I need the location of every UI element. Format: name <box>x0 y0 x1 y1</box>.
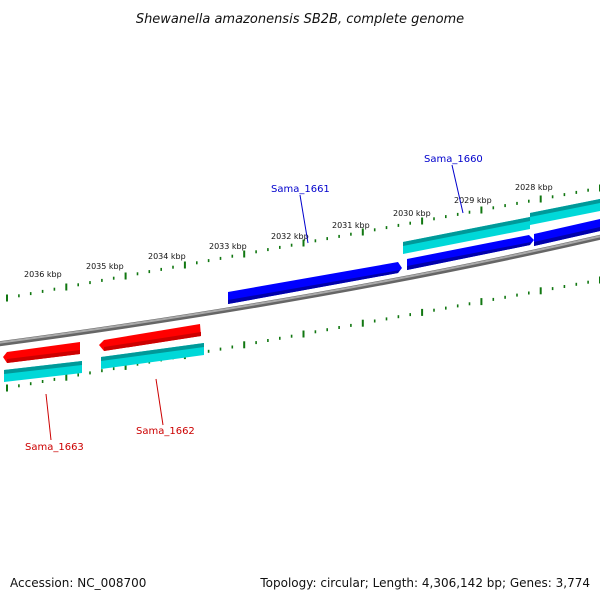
genome-backbone <box>0 234 600 347</box>
inner-scale-ticks <box>6 276 600 392</box>
gene-sama-1663-shade <box>7 350 80 363</box>
gene-sama-1661-shade <box>228 270 400 304</box>
scale-label-2035: 2035 kbp <box>86 262 124 271</box>
gene-sama-1660-shade <box>407 242 531 270</box>
lower-cds-features <box>4 343 204 382</box>
genome-summary-text: Topology: circular; Length: 4,306,142 bp… <box>259 576 590 590</box>
gene-next-forward-shade <box>534 227 600 246</box>
gene-labels: Sama_1660 Sama_1661 Sama_1662 Sama_1663 <box>25 154 483 453</box>
gene-next-forward[interactable] <box>534 219 600 246</box>
scale-label-2032: 2032 kbp <box>271 232 309 241</box>
backbone-highlight <box>0 235 600 344</box>
cds-feature-next-shade <box>530 199 600 217</box>
scale-label-2030: 2030 kbp <box>393 209 431 218</box>
scale-label-2034: 2034 kbp <box>148 252 186 261</box>
gene-label-sama-1663[interactable]: Sama_1663 <box>25 442 84 453</box>
reverse-genes <box>3 324 201 363</box>
gene-sama-1663[interactable] <box>3 342 80 363</box>
cds-feature-1660-shade <box>403 217 530 246</box>
gene-sama-1661[interactable] <box>228 262 402 304</box>
scale-label-2028: 2028 kbp <box>515 183 553 192</box>
label-leaders <box>45 164 464 441</box>
leader-sama-1660 <box>451 164 464 214</box>
accession-text: Accession: NC_008700 <box>10 576 146 590</box>
gene-label-sama-1662[interactable]: Sama_1662 <box>136 426 195 437</box>
gene-sama-1660[interactable] <box>407 235 534 270</box>
gene-sama-1662-shade <box>104 332 201 351</box>
scale-label-2033: 2033 kbp <box>209 242 247 251</box>
gene-sama-1662[interactable] <box>99 324 201 351</box>
scale-labels: 2036 kbp 2035 kbp 2034 kbp 2033 kbp 2032… <box>24 183 553 279</box>
leader-sama-1663 <box>45 393 52 441</box>
gene-label-sama-1660[interactable]: Sama_1660 <box>424 154 483 165</box>
gene-label-sama-1661[interactable]: Sama_1661 <box>271 184 330 195</box>
outer-scale-ticks <box>6 184 600 302</box>
scale-label-2029: 2029 kbp <box>454 196 492 205</box>
cds-feature-1662-shade <box>101 343 204 361</box>
leader-sama-1662 <box>155 378 164 426</box>
upper-cds-features <box>403 199 600 254</box>
leader-sama-1661 <box>299 194 309 244</box>
cds-feature-1663-shade <box>4 361 82 374</box>
scale-label-2036: 2036 kbp <box>24 270 62 279</box>
scale-label-2031: 2031 kbp <box>332 221 370 230</box>
map-title: Shewanella amazonensis SB2B, complete ge… <box>136 12 464 27</box>
forward-genes <box>228 219 600 304</box>
